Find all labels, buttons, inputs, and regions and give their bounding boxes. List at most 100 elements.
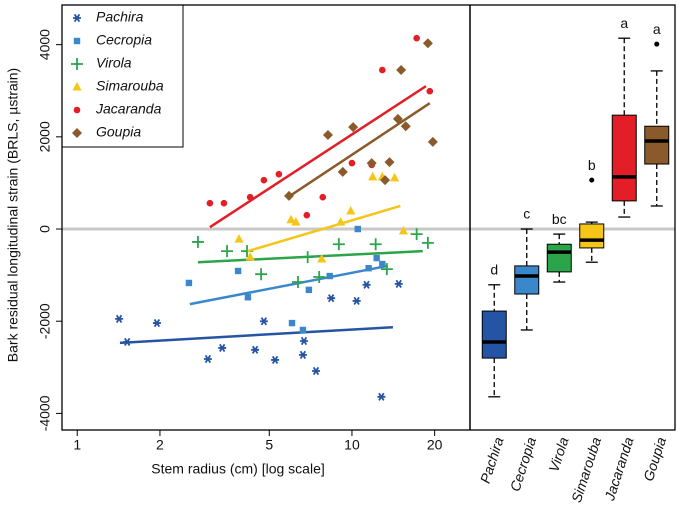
point (380, 263, 393, 276)
point (362, 280, 371, 289)
point (365, 265, 372, 272)
legend-label: Jacaranda (95, 101, 162, 117)
point (191, 235, 204, 248)
point (288, 319, 296, 327)
point (377, 392, 386, 401)
x-tick-label: 20 (427, 437, 443, 453)
point (255, 268, 268, 281)
point (317, 253, 327, 263)
legend-label: Cecropia (96, 32, 152, 48)
point (413, 34, 420, 42)
point (275, 170, 283, 178)
point (322, 129, 333, 140)
legend: Pachira Cecropia Virola Simarouba Jacaranda G… (61, 4, 184, 148)
fit-line (189, 264, 388, 306)
point (305, 286, 313, 294)
legend-label: Goupia (96, 124, 141, 140)
legend-label: Pachira (96, 9, 144, 25)
point (427, 136, 438, 147)
fit-line (287, 102, 431, 199)
point (260, 176, 268, 184)
significance-letter: c (523, 206, 530, 222)
box (546, 243, 572, 273)
point (319, 193, 327, 201)
box (481, 310, 507, 359)
point (346, 206, 356, 215)
point (422, 38, 433, 49)
point (218, 343, 227, 353)
fit-line (197, 249, 423, 264)
x-tick-label: Virola (545, 435, 571, 474)
point (259, 317, 268, 326)
point (354, 225, 361, 233)
y-tick-label: -2000 (37, 303, 53, 339)
point (244, 294, 252, 301)
point (291, 217, 301, 226)
significance-letter: bc (552, 211, 567, 227)
point (251, 345, 260, 354)
legend-label: Simarouba (96, 78, 164, 94)
point (368, 171, 378, 181)
point (410, 228, 423, 241)
box (611, 114, 637, 202)
point (245, 252, 255, 261)
x-tick-label: 2 (156, 437, 164, 453)
significance-letter: a (653, 21, 661, 37)
point (271, 355, 280, 365)
legend-marker (73, 106, 81, 114)
point (203, 354, 212, 364)
x-tick-label: 10 (344, 437, 360, 453)
point (115, 314, 124, 324)
point (369, 238, 382, 251)
significance-letter: b (588, 157, 596, 173)
point (380, 175, 391, 186)
outlier (589, 177, 595, 183)
y-tick-label: -4000 (37, 395, 53, 431)
point (379, 260, 386, 268)
point (152, 318, 161, 328)
point (298, 350, 307, 359)
fit-line (247, 204, 401, 253)
point (394, 279, 403, 288)
point (332, 238, 345, 251)
point (379, 66, 386, 74)
point (390, 172, 400, 182)
significance-letter: d (490, 262, 498, 278)
x-tick-label: Simarouba (568, 435, 604, 505)
x-axis-label: Stem radius (cm) [log scale] (151, 461, 325, 477)
y-tick-label: 2000 (37, 121, 53, 152)
x-tick-label: Cecropia (507, 435, 540, 493)
legend-marker (72, 82, 82, 91)
box (644, 125, 670, 165)
x-tick-label: Goupia (640, 435, 669, 483)
box (514, 265, 540, 295)
fit-line (209, 85, 427, 229)
y-tick-label: 4000 (37, 29, 53, 60)
legend-marker (73, 37, 81, 45)
legend-box (61, 4, 184, 148)
point (373, 254, 380, 262)
x-tick-label: Pachira (477, 435, 507, 485)
point (312, 366, 321, 376)
point (396, 64, 407, 75)
plot-frame (61, 4, 676, 431)
point (421, 236, 434, 249)
point (299, 326, 307, 334)
point (352, 296, 361, 306)
point (398, 225, 409, 235)
point (348, 159, 356, 167)
point (313, 270, 326, 283)
point (221, 245, 234, 258)
y-axis-label: Bark residual longitudinal strain (BRLS,… (5, 68, 21, 362)
point (303, 211, 311, 219)
point (206, 199, 214, 207)
point (348, 122, 359, 133)
legend-marker (73, 13, 81, 23)
point (299, 336, 308, 346)
significance-letter: a (620, 15, 628, 31)
point (234, 267, 242, 275)
outlier (654, 41, 660, 47)
point (220, 199, 228, 207)
point (337, 166, 348, 177)
